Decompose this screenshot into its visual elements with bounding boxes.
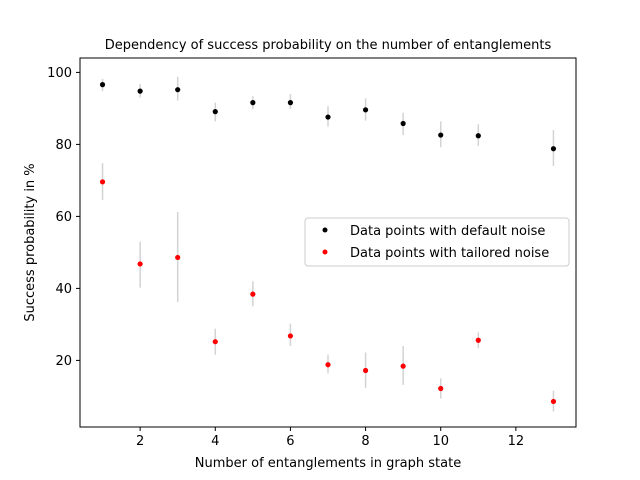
data-point bbox=[325, 114, 331, 120]
y-tick-label: 100 bbox=[47, 66, 72, 81]
x-tick-label: 4 bbox=[211, 434, 219, 449]
data-point bbox=[250, 291, 256, 297]
x-tick-label: 6 bbox=[286, 434, 294, 449]
x-axis: 2 4 6 8 10 12 bbox=[136, 427, 524, 449]
x-tick-label: 10 bbox=[432, 434, 449, 449]
data-point bbox=[175, 254, 181, 261]
data-point bbox=[438, 132, 444, 138]
data-point bbox=[287, 100, 294, 106]
legend-marker-tailored-noise bbox=[322, 249, 328, 255]
data-point bbox=[362, 107, 369, 113]
data-point bbox=[362, 367, 369, 374]
data-point bbox=[400, 120, 406, 127]
y-tick-label: 20 bbox=[55, 354, 72, 369]
legend-label-tailored-noise: Data points with tailored noise bbox=[350, 246, 549, 261]
data-point bbox=[475, 337, 481, 343]
y-tick-label: 60 bbox=[55, 210, 72, 225]
data-point bbox=[212, 109, 218, 115]
data-point bbox=[550, 146, 557, 152]
plot-frame bbox=[79, 57, 577, 428]
x-tick-label: 12 bbox=[508, 434, 525, 449]
plot-area bbox=[99, 76, 557, 412]
y-tick-label: 40 bbox=[55, 282, 72, 297]
data-point bbox=[212, 339, 218, 345]
x-axis-title: Number of entanglements in graph state bbox=[195, 456, 461, 471]
data-point bbox=[137, 88, 143, 94]
y-axis: 20 40 60 80 100 bbox=[47, 66, 80, 369]
data-point bbox=[287, 333, 294, 339]
y-tick-label: 80 bbox=[55, 138, 72, 153]
x-tick-label: 8 bbox=[361, 434, 369, 449]
legend-box bbox=[304, 217, 570, 267]
legend-label-default-noise: Data points with default noise bbox=[350, 224, 545, 239]
data-point bbox=[99, 82, 106, 88]
y-axis-title: Success probability in % bbox=[23, 163, 38, 321]
x-tick-label: 2 bbox=[136, 434, 144, 449]
data-point bbox=[475, 133, 481, 139]
legend: Data points with default noise Data poin… bbox=[304, 217, 570, 267]
data-point bbox=[438, 385, 444, 392]
data-point bbox=[550, 398, 557, 405]
series-tailored-noise bbox=[99, 163, 557, 412]
data-point bbox=[99, 179, 106, 185]
data-point bbox=[250, 100, 256, 106]
chart-title: Dependency of success probability on the… bbox=[105, 38, 552, 53]
data-point bbox=[325, 362, 331, 368]
data-point bbox=[137, 261, 143, 267]
data-point bbox=[400, 363, 406, 369]
series-default-noise bbox=[99, 76, 557, 166]
data-point bbox=[175, 87, 181, 93]
legend-marker-default-noise bbox=[322, 227, 328, 233]
